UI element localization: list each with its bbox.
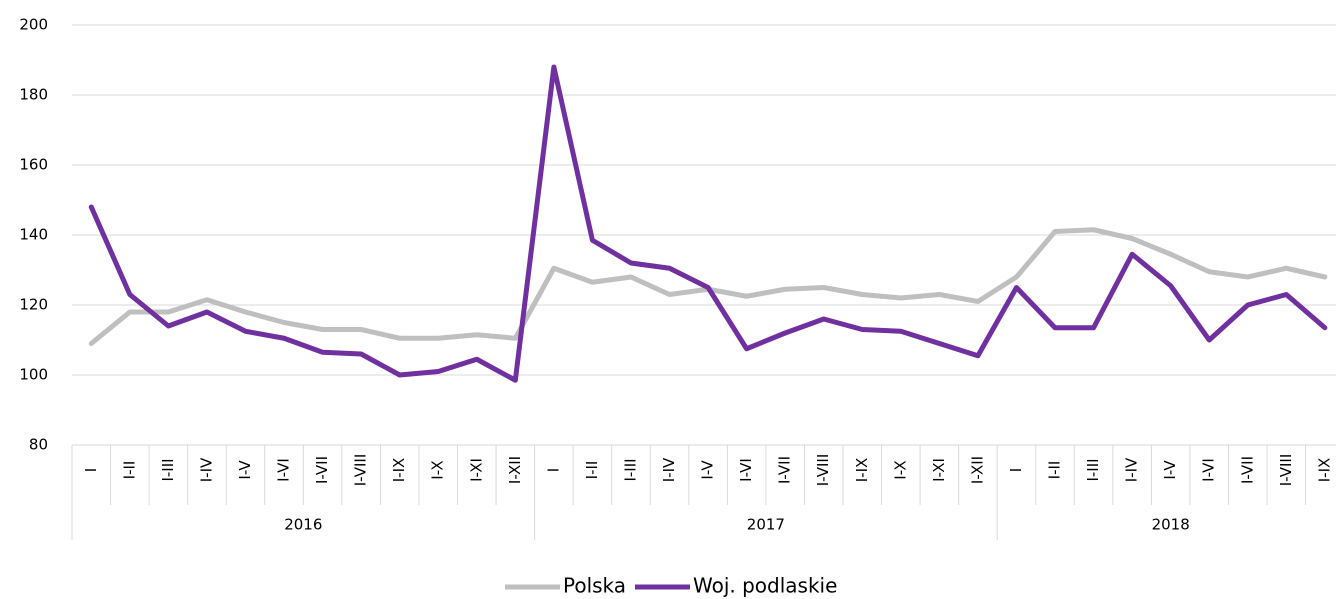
x-tick-label: I-X [429, 460, 447, 479]
x-tick-label: I-IX [390, 458, 408, 483]
x-tick-label: I-IX [853, 458, 871, 483]
x-tick-label: I-X [891, 460, 909, 479]
x-tick-label: I-VII [776, 456, 794, 484]
x-tick-label: I [82, 468, 100, 472]
x-tick-label: I [544, 468, 562, 472]
x-group-label: 2018 [1152, 516, 1190, 534]
x-tick-label: I-XI [467, 458, 485, 482]
x-tick-label: I-IV [197, 457, 215, 482]
x-tick-label: I-V [1161, 460, 1179, 480]
y-tick-label: 120 [19, 296, 48, 314]
legend-label: Polska [563, 574, 626, 598]
x-tick-label: I-VII [313, 456, 331, 484]
x-tick-label: I-II [1046, 461, 1064, 480]
x-tick-label: I-XI [930, 458, 948, 482]
x-tick-label: I-VI [1200, 458, 1218, 482]
x-tick-label: I-VI [737, 458, 755, 482]
y-tick-label: 100 [19, 366, 48, 384]
y-tick-label: 80 [29, 436, 48, 454]
x-tick-label: I-II [120, 461, 138, 480]
x-tick-label: I-IV [660, 457, 678, 482]
x-tick-label: I-IV [1123, 457, 1141, 482]
x-tick-label: I-III [1084, 458, 1102, 481]
y-tick-label: 180 [19, 86, 48, 104]
x-tick-label: I-III [159, 458, 177, 481]
x-tick-label: I-II [583, 461, 601, 480]
x-tick-label: I [1007, 468, 1025, 472]
x-tick-label: I-XII [506, 456, 524, 484]
x-tick-label: I-VIII [1277, 454, 1295, 487]
x-tick-label: I-VII [1238, 456, 1256, 484]
x-group-label: 2016 [284, 516, 322, 534]
y-tick-label: 140 [19, 226, 48, 244]
x-tick-label: I-III [621, 458, 639, 481]
x-tick-label: I-V [236, 460, 254, 480]
x-tick-label: I-VIII [352, 454, 370, 487]
series-line [88, 64, 1328, 383]
x-tick-label: I-VI [275, 458, 293, 482]
y-tick-label: 200 [19, 16, 48, 34]
x-tick-label: I-V [699, 460, 717, 480]
x-tick-label: I-IX [1315, 458, 1333, 483]
legend-label: Woj. podlaskie [693, 574, 837, 598]
x-tick-label: I-VIII [814, 454, 832, 487]
x-group-label: 2017 [747, 516, 785, 534]
y-tick-label: 160 [19, 156, 48, 174]
x-tick-label: I-XII [968, 456, 986, 484]
